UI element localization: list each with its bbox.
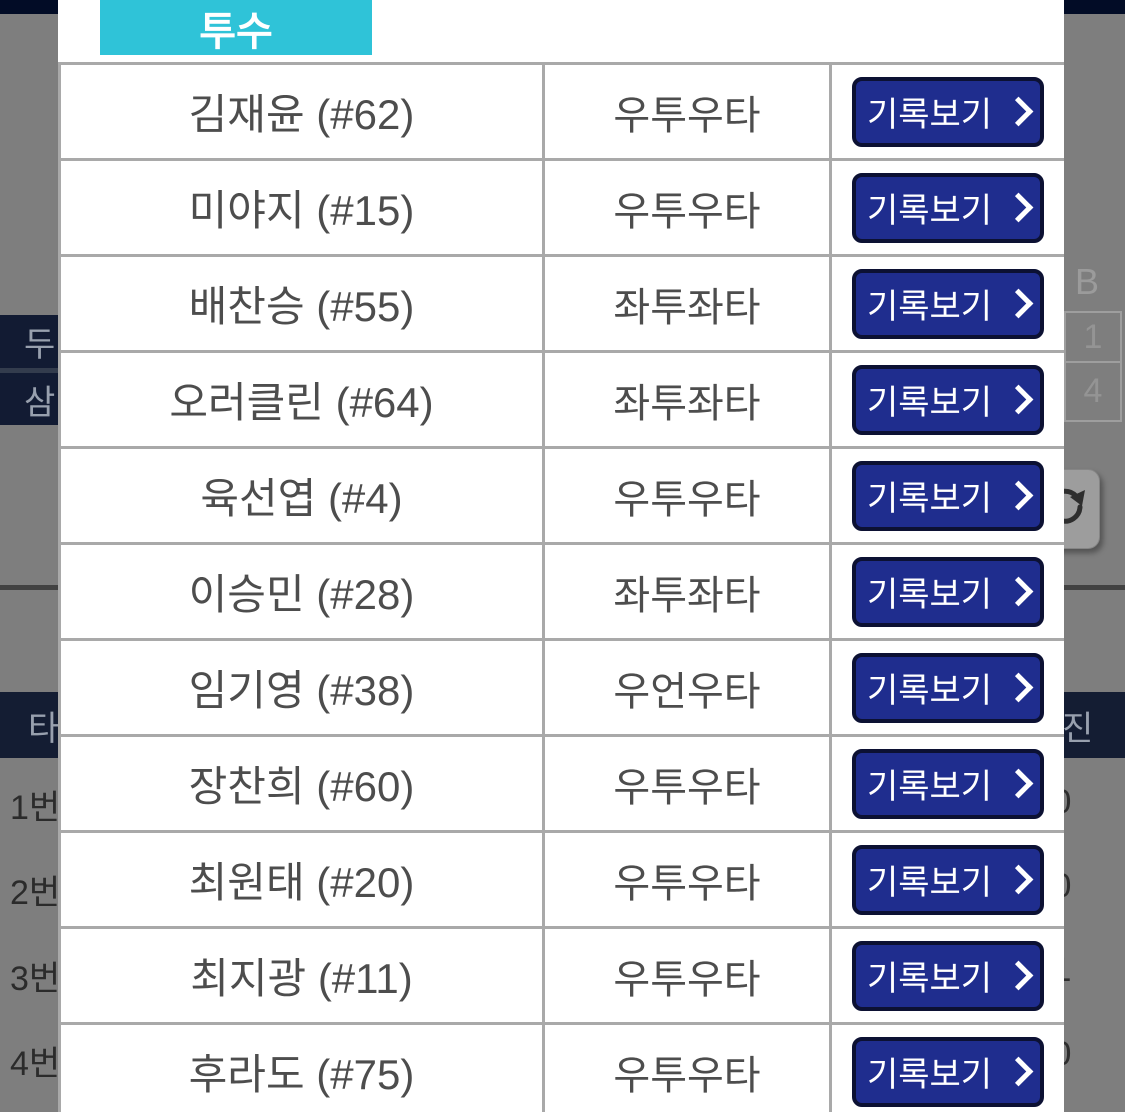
bg-lineup-label-3: 3번 (10, 960, 61, 998)
player-name: 최원태 (#20) (61, 833, 545, 926)
bg-team-label: 삼 (24, 383, 56, 422)
record-button-label: 기록보기 (866, 1056, 993, 1094)
chevron-right-icon (1003, 768, 1034, 799)
player-action-cell: 기록보기 (832, 161, 1064, 254)
record-button-label: 기록보기 (866, 576, 993, 614)
player-action-cell: 기록보기 (832, 353, 1064, 446)
player-name: 최지광 (#11) (61, 929, 545, 1022)
chevron-right-icon (1003, 480, 1034, 511)
player-name: 임기영 (#38) (61, 641, 545, 734)
bg-count-cell: 1 (1083, 317, 1103, 356)
tab-pitcher[interactable]: 투수 (100, 0, 372, 55)
pitcher-row: 임기영 (#38) 우언우타 기록보기 (61, 641, 1064, 737)
player-hand: 좌투좌타 (545, 257, 832, 350)
bg-count-column-header: B (1075, 261, 1100, 302)
player-name: 육선엽 (#4) (61, 449, 545, 542)
player-action-cell: 기록보기 (832, 1025, 1064, 1112)
chevron-right-icon (1003, 576, 1034, 607)
record-button-label: 기록보기 (866, 480, 993, 518)
player-hand: 우투우타 (545, 1025, 832, 1112)
record-button-label: 기록보기 (866, 672, 993, 710)
record-button[interactable]: 기록보기 (852, 652, 1044, 723)
chevron-right-icon (1003, 864, 1034, 895)
record-button[interactable]: 기록보기 (852, 940, 1044, 1011)
record-button[interactable]: 기록보기 (852, 76, 1044, 147)
pitcher-row: 최지광 (#11) 우투우타 기록보기 (61, 929, 1064, 1025)
pitcher-row: 이승민 (#28) 좌투좌타 기록보기 (61, 545, 1064, 641)
pitcher-row: 장찬희 (#60) 우투우타 기록보기 (61, 737, 1064, 833)
player-name: 이승민 (#28) (61, 545, 545, 638)
pitcher-table: 김재윤 (#62) 우투우타 기록보기 미야지 (#15) 우투우타 기록보기 … (58, 62, 1064, 1112)
player-name: 후라도 (#75) (61, 1025, 545, 1112)
player-action-cell: 기록보기 (832, 545, 1064, 638)
bg-batter-header-left: 타 (28, 709, 60, 748)
chevron-right-icon (1003, 960, 1034, 991)
player-hand: 우투우타 (545, 449, 832, 542)
bg-count-box: 1 4 (1064, 311, 1122, 422)
record-button-label: 기록보기 (866, 288, 993, 326)
player-name: 김재윤 (#62) (61, 65, 545, 158)
record-button[interactable]: 기록보기 (852, 1036, 1044, 1107)
player-hand: 좌투좌타 (545, 353, 832, 446)
player-name: 오러클린 (#64) (61, 353, 545, 446)
player-name: 미야지 (#15) (61, 161, 545, 254)
bg-lineup-label-1: 1번 (10, 789, 61, 827)
chevron-right-icon (1003, 192, 1034, 223)
pitcher-row: 배찬승 (#55) 좌투좌타 기록보기 (61, 257, 1064, 353)
record-button-label: 기록보기 (866, 960, 993, 998)
record-button-label: 기록보기 (866, 864, 993, 902)
player-hand: 좌투좌타 (545, 545, 832, 638)
record-button-label: 기록보기 (866, 384, 993, 422)
pitcher-row: 후라도 (#75) 우투우타 기록보기 (61, 1025, 1064, 1112)
record-button[interactable]: 기록보기 (852, 748, 1044, 819)
record-button[interactable]: 기록보기 (852, 172, 1044, 243)
player-hand: 우투우타 (545, 833, 832, 926)
bg-batter-header-right: 진 (1062, 709, 1094, 748)
bg-lineup-label-2: 2번 (10, 874, 61, 912)
player-action-cell: 기록보기 (832, 833, 1064, 926)
pitcher-row: 최원태 (#20) 우투우타 기록보기 (61, 833, 1064, 929)
player-hand: 우언우타 (545, 641, 832, 734)
player-action-cell: 기록보기 (832, 641, 1064, 734)
player-hand: 우투우타 (545, 65, 832, 158)
player-action-cell: 기록보기 (832, 65, 1064, 158)
pitcher-modal: 투수 김재윤 (#62) 우투우타 기록보기 미야지 (#15) 우투우타 기록… (58, 0, 1064, 1112)
tab-pitcher-label: 투수 (199, 9, 273, 54)
pitcher-row: 육선엽 (#4) 우투우타 기록보기 (61, 449, 1064, 545)
record-button[interactable]: 기록보기 (852, 460, 1044, 531)
record-button[interactable]: 기록보기 (852, 364, 1044, 435)
record-button-label: 기록보기 (866, 768, 993, 806)
record-button[interactable]: 기록보기 (852, 268, 1044, 339)
player-hand: 우투우타 (545, 161, 832, 254)
bg-team-label: 두 (24, 326, 56, 364)
record-button[interactable]: 기록보기 (852, 556, 1044, 627)
player-hand: 우투우타 (545, 929, 832, 1022)
player-action-cell: 기록보기 (832, 449, 1064, 542)
chevron-right-icon (1003, 672, 1034, 703)
chevron-right-icon (1003, 288, 1034, 319)
bg-count-cell: 4 (1066, 361, 1120, 420)
chevron-right-icon (1003, 96, 1034, 127)
player-name: 장찬희 (#60) (61, 737, 545, 830)
player-action-cell: 기록보기 (832, 257, 1064, 350)
bg-lineup-label-4: 4번 (10, 1045, 61, 1083)
pitcher-row: 오러클린 (#64) 좌투좌타 기록보기 (61, 353, 1064, 449)
record-button-label: 기록보기 (866, 96, 993, 134)
player-hand: 우투우타 (545, 737, 832, 830)
player-action-cell: 기록보기 (832, 929, 1064, 1022)
chevron-right-icon (1003, 1056, 1034, 1087)
chevron-right-icon (1003, 384, 1034, 415)
pitcher-row: 미야지 (#15) 우투우타 기록보기 (61, 161, 1064, 257)
record-button[interactable]: 기록보기 (852, 844, 1044, 915)
pitcher-row: 김재윤 (#62) 우투우타 기록보기 (61, 65, 1064, 161)
player-action-cell: 기록보기 (832, 737, 1064, 830)
record-button-label: 기록보기 (866, 192, 993, 230)
player-name: 배찬승 (#55) (61, 257, 545, 350)
